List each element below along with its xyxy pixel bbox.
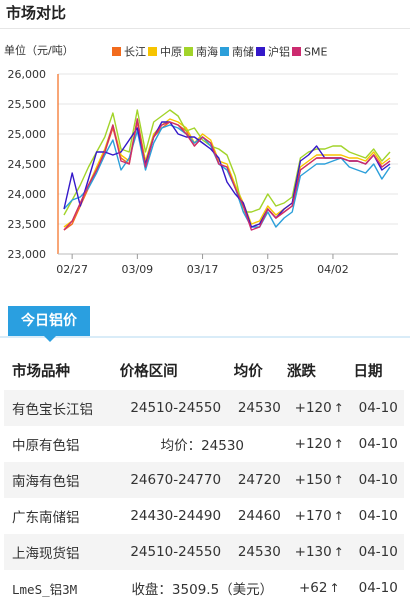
- series-line-2: [63, 109, 391, 216]
- legend-swatch: [148, 47, 157, 56]
- up-arrow-icon: ↑: [329, 581, 340, 595]
- date-cell: 04-10: [352, 534, 404, 570]
- up-arrow-icon: ↑: [333, 545, 344, 559]
- y-axis-label: 单位（元/吨）: [4, 43, 74, 57]
- change-cell: +130 ↑: [285, 534, 353, 570]
- change-value: +130: [294, 544, 332, 560]
- legend-swatch: [112, 47, 121, 56]
- series-lines: [63, 109, 391, 231]
- tab-today-aluminum-price[interactable]: 今日铝价: [8, 306, 90, 342]
- market-name-cell: 南海有色铝: [4, 462, 119, 498]
- table-row: LmeS_铝3M 收盘：3509.5（美元） +62 ↑ 04-10: [4, 570, 404, 606]
- change-cell: +150 ↑: [285, 462, 353, 498]
- x-tick-label: 03/09: [121, 263, 153, 276]
- date-cell: 04-10: [352, 390, 404, 426]
- table-row: 有色宝长江铝 24510-24550 24530 +120 ↑ 04-10: [4, 390, 404, 426]
- date-cell: 04-10: [358, 508, 398, 524]
- date-cell: 04-10: [358, 580, 398, 596]
- table-row: 南海有色铝 24670-24770 24720 +150 ↑ 04-10: [4, 462, 404, 498]
- header-range: 价格区间: [119, 363, 178, 380]
- header-average: 均价: [233, 363, 263, 380]
- table-row: 中原有色铝 均价：24530 +120 ↑ 04-10: [4, 426, 404, 462]
- x-tick-label: 03/25: [252, 263, 284, 276]
- y-tick-label: 26,000: [8, 68, 47, 81]
- y-tick-labels: 23,000 23,500 24,000 24,500 25,000 25,500 26,0…: [8, 68, 47, 261]
- series-line-0: [63, 121, 391, 231]
- x-tick-label: 04/02: [317, 263, 349, 276]
- market-name-cell: 上海现货铝: [4, 534, 119, 570]
- merged-price-cell: 均价：24530: [160, 438, 245, 454]
- market-name-cell: 有色宝长江铝: [4, 390, 119, 426]
- market-name-cell: LmeS_铝3M: [12, 581, 78, 597]
- price-range-cell: 24430-24490: [130, 508, 222, 524]
- header-market: 市场品种: [12, 363, 70, 380]
- tab-bar: 今日铝价: [0, 306, 410, 342]
- average-price-cell: 24530: [232, 534, 286, 570]
- price-range-cell: 24510-24550: [118, 534, 233, 570]
- series-line-1: [63, 118, 391, 228]
- legend-swatch: [292, 47, 301, 56]
- change-cell: +120 ↑: [285, 390, 353, 426]
- series-line-3: [63, 124, 391, 228]
- header-date: 日期: [353, 363, 383, 380]
- legend-label: 中原: [160, 46, 182, 59]
- average-price-cell: 24460: [237, 508, 281, 524]
- legend-swatch: [220, 47, 229, 56]
- table-row: 上海现货铝 24510-24550 24530 +130 ↑ 04-10: [4, 534, 404, 570]
- line-chart: 长江 中原 南海 南储 沪铝 SME 单位（元/吨） 23,000 23,500 24,000…: [4, 43, 398, 276]
- series-line-5: [63, 118, 391, 231]
- up-arrow-icon: ↑: [333, 509, 344, 523]
- change-value: +120: [294, 436, 332, 452]
- up-arrow-icon: ↑: [333, 473, 344, 487]
- series-line-4: [63, 121, 391, 228]
- change-value: +62: [298, 580, 328, 596]
- title-divider: [0, 28, 410, 29]
- legend-label: 长江: [124, 46, 146, 59]
- date-cell: 04-10: [358, 436, 398, 452]
- market-name-cell: 广东南储铝: [12, 510, 80, 526]
- y-tick-label: 25,500: [8, 98, 47, 111]
- y-tick-label: 24,500: [8, 158, 47, 171]
- legend-swatch: [256, 47, 265, 56]
- x-tick-label: 03/17: [187, 263, 219, 276]
- change-cell: +120 ↑: [286, 426, 353, 462]
- up-arrow-icon: ↑: [333, 401, 344, 415]
- average-price-cell: 24720: [232, 462, 286, 498]
- merged-price-cell: 收盘：3509.5（美元）: [131, 582, 274, 598]
- change-cell: +62 ↑: [286, 570, 353, 606]
- x-tick-labels: 02/27 03/09 03/17 03/25 04/02: [56, 254, 349, 276]
- table-header-row: 市场品种 价格区间 均价 涨跌 日期: [4, 350, 404, 390]
- y-tick-label: 23,000: [8, 248, 47, 261]
- change-cell: +170 ↑: [286, 498, 353, 534]
- legend-label: SME: [304, 46, 327, 59]
- table-row: 广东南储铝 24430-24490 24460 +170 ↑ 04-10: [4, 498, 404, 534]
- y-tick-label: 23,500: [8, 218, 47, 231]
- change-value: +150: [294, 472, 332, 488]
- average-price-cell: 24530: [232, 390, 286, 426]
- chart-legend: 长江 中原 南海 南储 沪铝 SME: [112, 45, 327, 59]
- change-value: +170: [294, 508, 332, 524]
- market-name-cell: 中原有色铝: [12, 438, 80, 454]
- change-value: +120: [294, 400, 332, 416]
- legend-label: 南储: [232, 45, 254, 59]
- header-change: 涨跌: [286, 363, 316, 380]
- section-title: 市场对比: [6, 4, 67, 22]
- price-table: 市场品种 价格区间 均价 涨跌 日期 有色宝长江铝 24510-24550 2453…: [4, 350, 404, 606]
- legend-label: 南海: [196, 45, 218, 59]
- y-tick-label: 24,000: [8, 188, 47, 201]
- legend-label: 沪铝: [268, 45, 290, 59]
- up-arrow-icon: ↑: [333, 437, 344, 451]
- date-cell: 04-10: [352, 462, 404, 498]
- price-range-cell: 24510-24550: [118, 390, 233, 426]
- x-tick-label: 02/27: [56, 263, 88, 276]
- y-tick-label: 25,000: [8, 128, 47, 141]
- legend-swatch: [184, 47, 193, 56]
- price-range-cell: 24670-24770: [118, 462, 233, 498]
